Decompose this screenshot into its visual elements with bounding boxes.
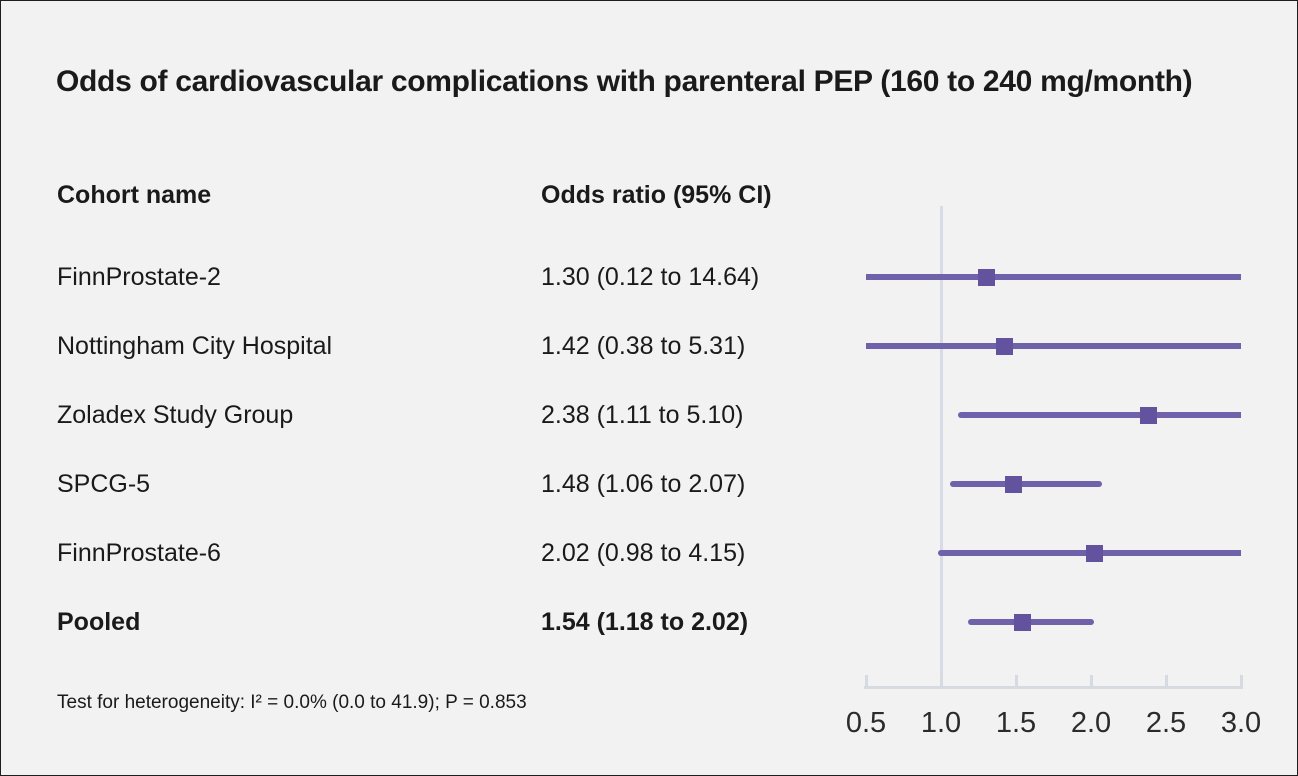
x-axis-tick-label: 2.0: [1070, 707, 1112, 739]
x-axis-tick-label: 3.0: [1220, 707, 1262, 739]
column-header-odds-ratio: Odds ratio (95% CI): [541, 181, 772, 209]
or-marker: [977, 268, 995, 286]
ci-line: [968, 619, 1094, 625]
or-marker: [1085, 544, 1103, 562]
row-value-nottingham-city-hospital: 1.42 (0.38 to 5.31): [541, 331, 746, 360]
or-marker: [1004, 475, 1022, 493]
ci-line: [866, 274, 1241, 280]
row-value-finnprostate-6: 2.02 (0.98 to 4.15): [541, 538, 746, 567]
row-label-zoladex-study-group: Zoladex Study Group: [57, 400, 294, 429]
row-label-pooled: Pooled: [57, 607, 141, 636]
chart-title: Odds of cardiovascular complications wit…: [56, 65, 1193, 98]
ci-line: [957, 412, 1241, 418]
row-value-finnprostate-2: 1.30 (0.12 to 14.64): [541, 262, 760, 291]
x-axis-tick-label: 1.0: [920, 707, 962, 739]
or-marker: [1013, 613, 1031, 631]
row-value-spcg-5: 1.48 (1.06 to 2.07): [541, 469, 746, 498]
ci-line: [866, 343, 1241, 349]
row-value-zoladex-study-group: 2.38 (1.11 to 5.10): [541, 400, 744, 429]
row-label-finnprostate-6: FinnProstate-6: [57, 538, 221, 567]
column-header-cohort-name: Cohort name: [57, 181, 212, 209]
heterogeneity-footnote: Test for heterogeneity: I² = 0.0% (0.0 t…: [57, 692, 527, 713]
x-axis-tick-label: 2.5: [1145, 707, 1187, 739]
or-marker: [995, 337, 1013, 355]
x-axis-tick: [1164, 675, 1168, 687]
x-axis-tick: [939, 675, 943, 687]
row-label-spcg-5: SPCG-5: [57, 469, 151, 498]
row-label-nottingham-city-hospital: Nottingham City Hospital: [57, 331, 333, 360]
x-axis-line: [864, 686, 1243, 689]
x-axis-tick: [1089, 675, 1093, 687]
x-axis-tick-label: 0.5: [845, 707, 887, 739]
reference-line: [939, 206, 943, 689]
row-label-finnprostate-2: FinnProstate-2: [57, 262, 221, 291]
or-marker: [1139, 406, 1157, 424]
x-axis-tick: [1239, 675, 1243, 687]
ci-line: [950, 481, 1102, 487]
x-axis-tick: [1014, 675, 1018, 687]
row-value-pooled: 1.54 (1.18 to 2.02): [541, 607, 749, 636]
x-axis-tick: [864, 675, 868, 687]
x-axis-tick-label: 1.5: [995, 707, 1037, 739]
